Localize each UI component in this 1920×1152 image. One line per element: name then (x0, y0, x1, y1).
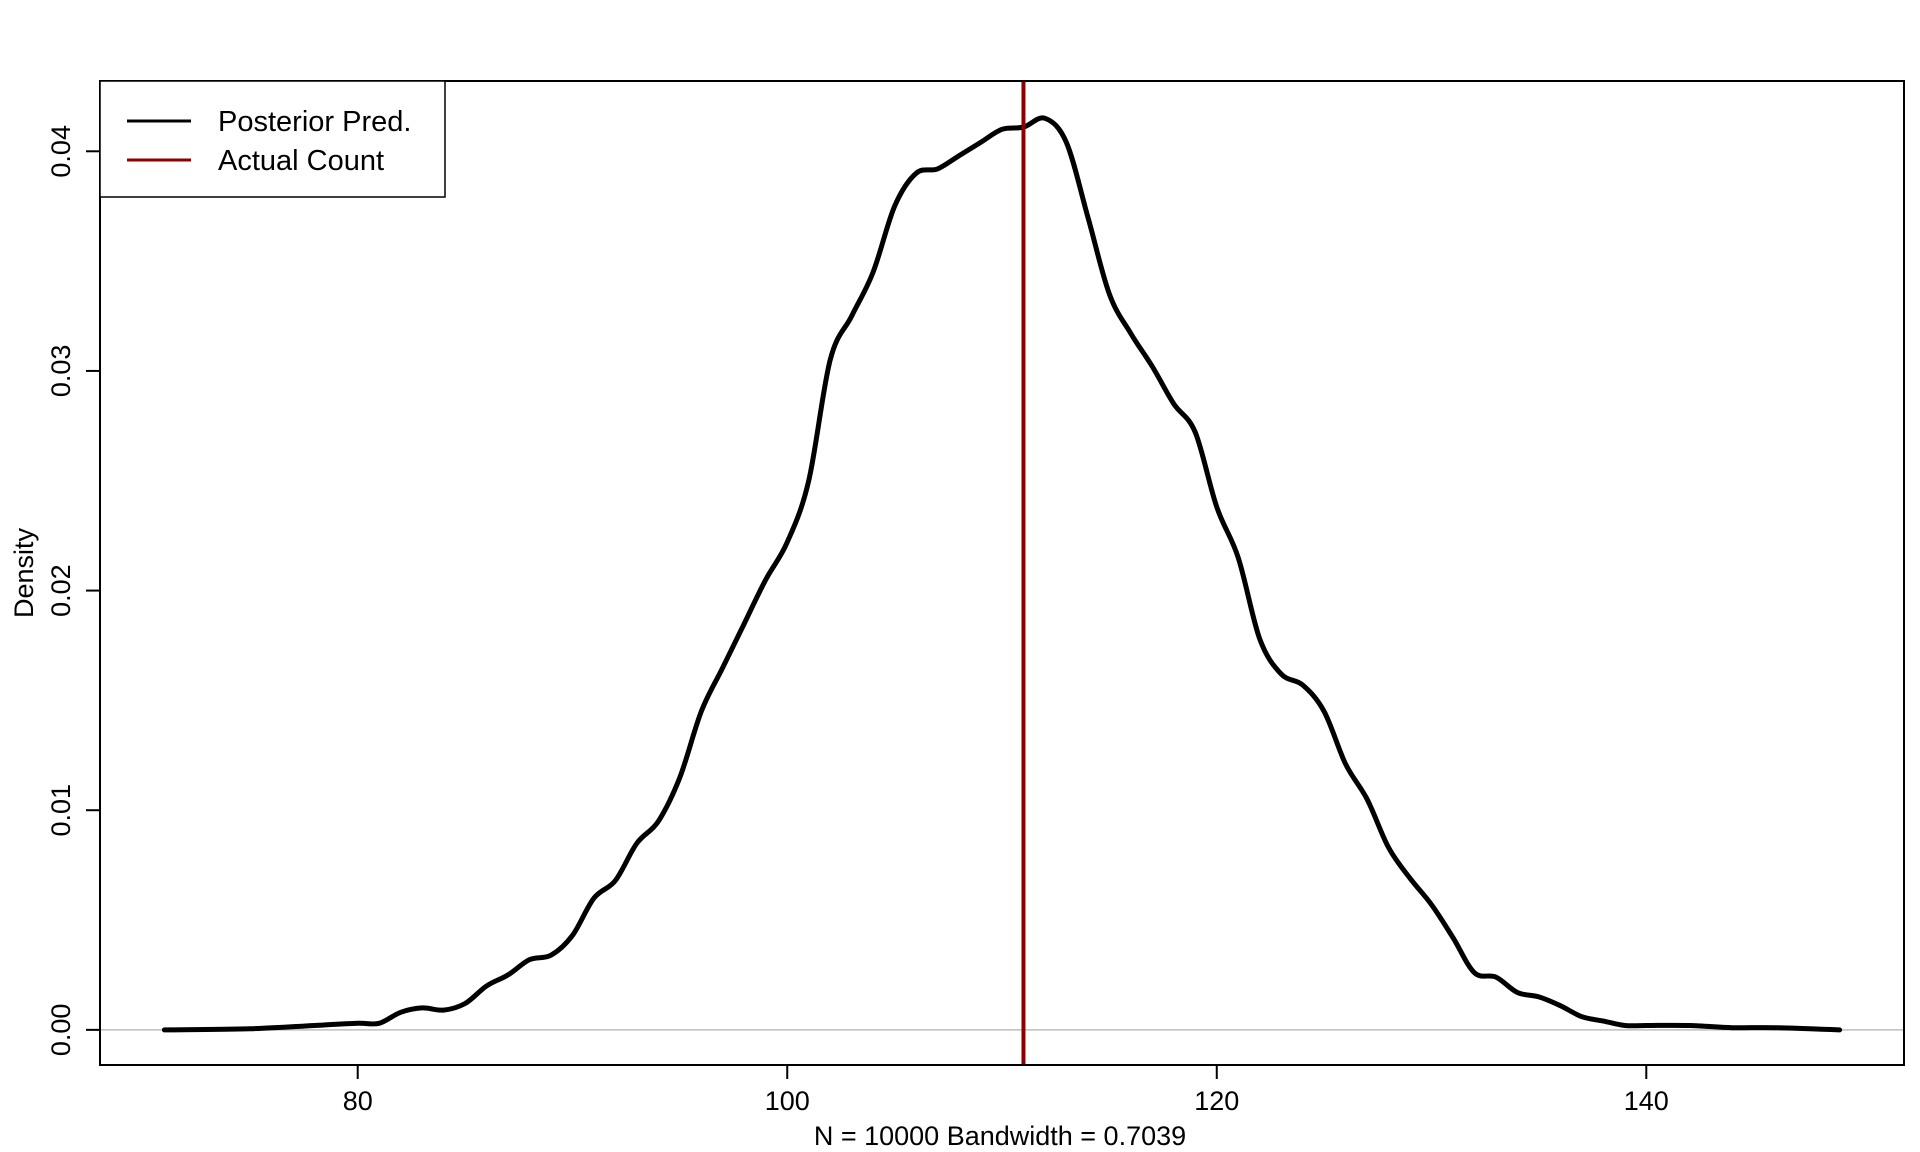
density-curve-0 (161, 115, 1843, 1033)
x-axis-label: N = 10000 Bandwidth = 0.7039 (814, 1121, 1186, 1151)
x-tick-label-140: 140 (1624, 1086, 1669, 1116)
x-tick-label-100: 100 (765, 1086, 810, 1116)
y-tick-label-0.04: 0.04 (46, 125, 76, 178)
y-tick-label-0.00: 0.00 (46, 1004, 76, 1057)
y-axis: 0.00 0.01 0.02 0.03 0.04 (46, 125, 101, 1057)
legend-label-actual-count: Actual Count (218, 145, 384, 177)
x-axis: 80 100 120 140 (343, 1064, 1669, 1116)
y-tick-label-0.01: 0.01 (46, 784, 76, 837)
x-tick-label-120: 120 (1194, 1086, 1239, 1116)
y-tick-label-0.03: 0.03 (46, 345, 76, 398)
x-tick-label-80: 80 (343, 1086, 373, 1116)
plot-frame (99, 80, 1905, 1066)
y-tick-label-0.02: 0.02 (46, 564, 76, 617)
y-axis-label: Density (9, 527, 39, 618)
legend: Posterior Pred. Actual Count (99, 80, 446, 198)
legend-box (99, 80, 446, 198)
legend-label-posterior-pred: Posterior Pred. (218, 106, 411, 138)
